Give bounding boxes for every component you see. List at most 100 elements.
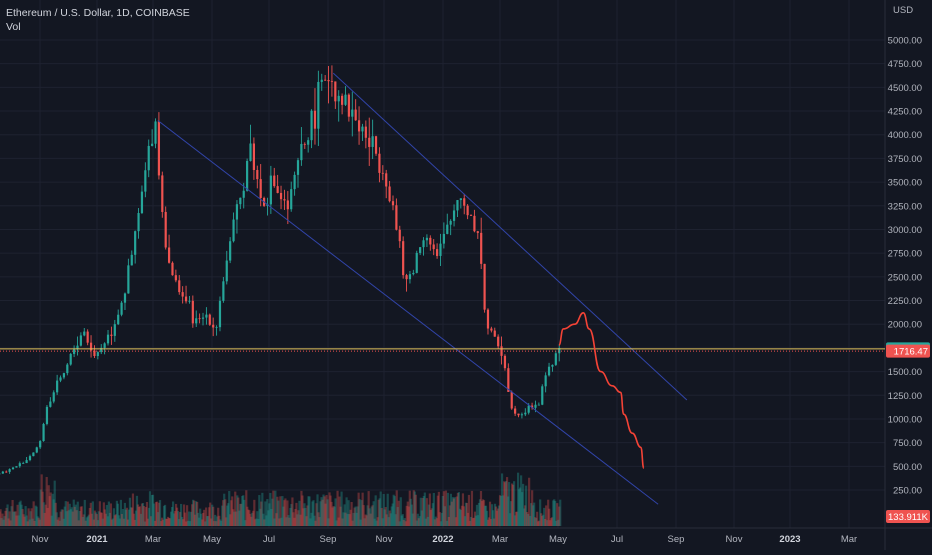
volume-bar [195, 501, 198, 526]
candle-body [337, 95, 340, 102]
volume-bar [294, 508, 297, 526]
volume-bar [199, 508, 202, 526]
candle-body [391, 201, 395, 206]
volume-bar [507, 482, 511, 526]
volume-bar [284, 498, 287, 526]
candle-body [473, 215, 476, 232]
volume-bar [325, 495, 328, 526]
volume-bar [448, 505, 451, 526]
y-tick-label: 1250.00 [888, 391, 922, 402]
volume-bar [322, 494, 325, 526]
volume-bar [137, 506, 141, 526]
volume-bar [431, 503, 434, 526]
volume-bar [421, 497, 424, 526]
volume-bar [474, 515, 478, 526]
projection-path[interactable] [558, 312, 645, 470]
candle-body [456, 200, 459, 211]
volume-bar [373, 518, 376, 526]
volume-bar [21, 509, 24, 526]
candle-body [18, 463, 21, 467]
volume-bar [128, 497, 132, 526]
volume-bar [400, 515, 403, 526]
volume-bar [437, 491, 440, 526]
volume-bar [384, 507, 387, 526]
volume-bar [184, 512, 187, 526]
candle-body [283, 199, 286, 201]
volume-bar [446, 492, 449, 526]
candle-body [72, 349, 76, 354]
candle-body [8, 469, 11, 472]
volume-bar [273, 518, 276, 526]
volume-bar [155, 501, 159, 526]
volume-bar [140, 503, 144, 526]
trend-channel-line[interactable] [157, 120, 659, 505]
volume-bar [441, 495, 444, 526]
volume-bar [393, 496, 396, 526]
candle-body [25, 460, 28, 464]
volume-bar [307, 496, 310, 526]
y-tick-label: 4000.00 [888, 130, 922, 141]
candle-body [191, 300, 194, 324]
volume-bar [0, 511, 1, 526]
volume-bar [6, 504, 9, 526]
volume-bar [145, 501, 149, 526]
volume-bar [117, 515, 121, 526]
candle-body [276, 186, 279, 193]
volume-bar [244, 520, 247, 526]
volume-bar [192, 499, 195, 526]
trend-channel-line[interactable] [332, 72, 688, 401]
candle-body [218, 300, 222, 328]
x-tick-label: 2021 [86, 534, 108, 545]
candle-body [541, 386, 544, 405]
volume-bar [419, 497, 422, 526]
candle-body [381, 172, 384, 174]
volume-bar [241, 495, 244, 526]
volume-bar [483, 505, 487, 526]
y-tick-label: 5000.00 [888, 36, 922, 47]
volume-bar [182, 519, 185, 526]
volume-bar [7, 518, 10, 526]
candle-body [59, 377, 62, 381]
volume-bar [224, 499, 227, 526]
candle-body [69, 353, 72, 365]
candle-body [310, 110, 313, 141]
volume-bar [553, 499, 556, 526]
volume-bar [508, 513, 512, 526]
candle-body [402, 241, 405, 276]
volume-bar [234, 491, 237, 526]
volume-bar [52, 499, 55, 526]
volume-bar [29, 511, 32, 526]
volume-bar [50, 515, 53, 526]
candle-body [286, 200, 289, 210]
volume-bar [83, 499, 86, 526]
y-tick-label: 1500.00 [888, 367, 922, 378]
volume-bar [293, 517, 296, 526]
volume-bar [185, 521, 188, 526]
volume-bar [172, 513, 176, 526]
candle-body [225, 260, 228, 282]
candle-body [520, 414, 524, 416]
volume-bar [249, 513, 252, 526]
volume-bar [528, 477, 531, 526]
candle-body [419, 247, 422, 253]
volume-bar [318, 517, 321, 526]
volume-bar [272, 490, 275, 526]
volume-bar [385, 514, 388, 526]
volume-bar [402, 519, 405, 526]
volume-bar [59, 511, 62, 526]
volume-bar [452, 498, 456, 526]
volume-bar [335, 520, 338, 526]
volume-bar [138, 506, 142, 526]
candle-body [493, 330, 496, 337]
volume-bar [221, 505, 224, 526]
volume-bar [187, 520, 190, 526]
volume-bar [5, 507, 8, 526]
volume-bar [260, 501, 263, 526]
volume-bar [418, 516, 421, 526]
volume-bar [417, 518, 420, 526]
volume-bar [527, 514, 530, 526]
candle-body [246, 160, 249, 191]
volume-bar [152, 503, 156, 526]
